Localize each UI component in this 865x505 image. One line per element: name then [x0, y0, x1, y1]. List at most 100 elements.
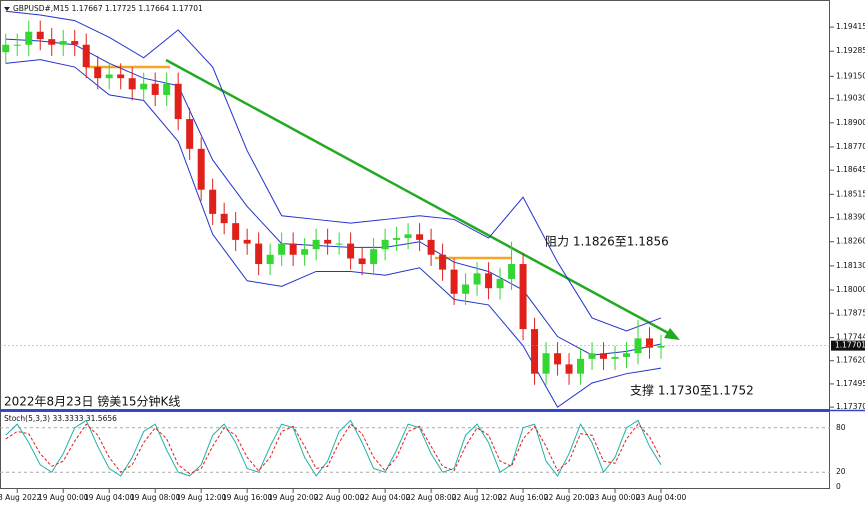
candle-body [13, 44, 21, 46]
trend-line [165, 58, 671, 336]
candle-body [485, 273, 493, 289]
x-tick-label: 19 Aug 08:00 [130, 493, 181, 502]
candle-body [416, 234, 424, 240]
menu-icon [4, 7, 10, 11]
y-tick-label: 1.18130 [836, 261, 865, 270]
annotation: 阻力 1.1826至1.1856 [545, 235, 669, 249]
candle-body [324, 239, 332, 244]
candle-body [48, 39, 56, 45]
candle-body [646, 338, 654, 348]
x-tick-label: 23 Aug 04:00 [636, 493, 687, 502]
x-tick-label: 22 Aug 04:00 [360, 493, 411, 502]
candle-body [209, 189, 217, 214]
stoch-tick-label: 0 [836, 482, 841, 491]
y-tick-label: 1.18000 [836, 285, 865, 294]
candle-body [59, 41, 67, 45]
stoch-frame [0, 411, 830, 489]
candle-body [266, 254, 274, 265]
x-tick-label: 22 Aug 08:00 [406, 493, 457, 502]
candle-body [531, 329, 539, 374]
y-tick-label: 1.19150 [836, 71, 865, 80]
y-tick-label: 1.19285 [836, 46, 865, 55]
trend-arrow [664, 328, 680, 340]
y-tick-label: 1.19415 [836, 22, 865, 31]
bollinger-band [5, 10, 662, 332]
candle-body [370, 249, 378, 265]
x-tick-label: 23 Aug 00:00 [590, 493, 641, 502]
candle-body [2, 44, 10, 53]
last-price-label: 1.17701 [835, 341, 865, 350]
y-tick-label: 1.18390 [836, 213, 865, 222]
y-tick-label: 1.17620 [836, 356, 865, 365]
candle-body [347, 243, 355, 259]
candle-body [186, 119, 194, 149]
y-tick-label: 1.17370 [836, 402, 865, 411]
x-tick-label: 22 Aug 00:00 [314, 493, 365, 502]
candle-body [232, 223, 240, 240]
candle-body [473, 273, 481, 285]
candle-body [117, 74, 125, 79]
candle-body [197, 148, 205, 190]
y-tick-label: 1.18515 [836, 189, 865, 198]
candle-body [82, 44, 90, 68]
candle-body [36, 31, 44, 40]
y-tick-label: 1.18645 [836, 165, 865, 174]
candle-body [243, 239, 251, 244]
candle-body [140, 83, 148, 90]
candle-body [312, 239, 320, 250]
x-tick-label: 19 Aug 00:00 [38, 493, 89, 502]
candle-body [439, 254, 447, 270]
x-tick-label: 22 Aug 16:00 [498, 493, 549, 502]
candle-body [301, 249, 309, 255]
candle-body [105, 74, 113, 79]
trend-line [165, 58, 680, 340]
last-price-box [831, 340, 865, 351]
x-tick-label: 19 Aug 16:00 [222, 493, 273, 502]
candle-body [151, 83, 159, 95]
stoch-line [5, 423, 662, 475]
y-tick-label: 1.17875 [836, 308, 865, 317]
candle-body [278, 243, 286, 255]
candle-body [542, 353, 550, 374]
candle-body [393, 238, 401, 240]
candle-body [25, 31, 33, 45]
candle-body [71, 41, 79, 45]
x-tick-label: 22 Aug 20:00 [544, 493, 595, 502]
candle-body [404, 234, 412, 239]
candle-body [588, 353, 596, 359]
level-lines [85, 65, 512, 260]
annotation: 2022年8月23日 镑美15分钟K线 [4, 394, 180, 409]
y-tick-label: 1.18260 [836, 237, 865, 246]
candle-body [289, 243, 297, 255]
y-tick-label: 1.17744 [836, 333, 865, 342]
y-tick-label: 1.18900 [836, 118, 865, 127]
bollinger-band [5, 59, 662, 408]
candle-body [600, 353, 608, 359]
y-tick-label: 1.17495 [836, 379, 865, 388]
candle-body [163, 83, 171, 95]
candle-body [450, 269, 458, 294]
candle-body [174, 83, 182, 120]
candle-body [381, 239, 389, 250]
candle-body [634, 338, 642, 354]
stoch-tick-label: 80 [836, 423, 846, 432]
candle-body [94, 67, 102, 79]
price-frame [0, 0, 830, 410]
candle-body [577, 358, 585, 374]
candle-body [462, 284, 470, 294]
candle-body [496, 278, 504, 289]
candle-body [358, 258, 366, 265]
stoch-title: Stoch(5,3,3) 33.3333 31.5656 [4, 414, 117, 423]
chart-header: GBPUSD#,M15 1.17667 1.17725 1.17664 1.17… [13, 4, 203, 13]
x-tick-label: 19 Aug 04:00 [84, 493, 135, 502]
candle-body [554, 353, 562, 365]
x-tick-label: 22 Aug 12:00 [452, 493, 503, 502]
stoch-line [5, 419, 662, 477]
y-tick-label: 1.18770 [836, 142, 865, 151]
candle-body [255, 243, 263, 265]
candle-body [611, 356, 619, 359]
y-tick-label: 1.19030 [836, 94, 865, 103]
candle-body [623, 353, 631, 357]
candle-body [565, 364, 573, 374]
